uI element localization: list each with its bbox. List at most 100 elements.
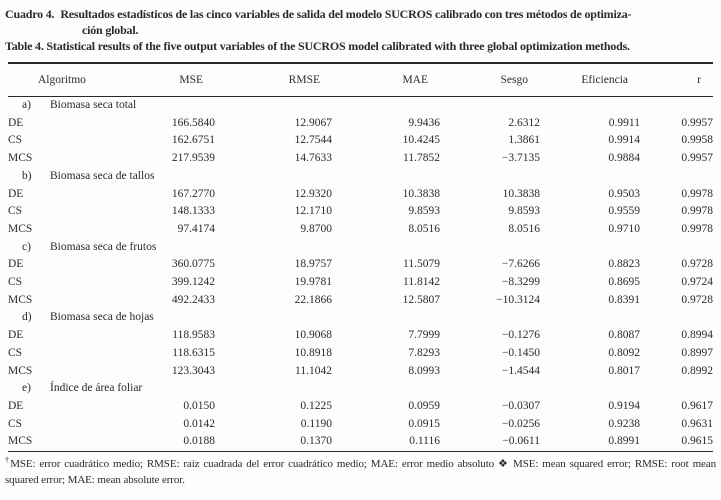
value-cell: 0.9914 (608, 134, 640, 147)
section-label: Biomasa seca de tallos (50, 169, 155, 182)
value-cell: 0.0150 (183, 399, 215, 412)
value-cell: 0.9978 (681, 222, 713, 235)
value-cell: 399.1242 (171, 276, 215, 289)
value-cell: 217.9539 (171, 152, 215, 165)
section-heading: b) Biomasa seca de tallos (8, 168, 713, 186)
value-cell: 12.7544 (294, 134, 332, 147)
value-cell: 162.6751 (171, 134, 215, 147)
algorithm-cell: CS (8, 276, 23, 289)
section-heading: d) Biomasa seca de hojas (8, 309, 713, 327)
value-cell: 18.9757 (294, 258, 332, 271)
data-row-c-de: DE 360.0775 18.9757 11.5079 −7.6266 0.8823 0.9… (8, 256, 713, 274)
value-cell: 0.0142 (183, 417, 215, 430)
value-cell: 11.8142 (403, 276, 440, 289)
value-cell: −8.3299 (501, 276, 540, 289)
section-key: a) (22, 99, 31, 111)
data-row-c-cs: CS 399.1242 19.9781 11.8142 −8.3299 0.8695 0.9… (8, 274, 713, 292)
value-cell: 0.9911 (608, 116, 640, 129)
value-cell: 9.8593 (408, 205, 440, 218)
data-row-b-de: DE 167.2770 12.9320 10.3838 10.3838 0.9503 0.9… (8, 186, 713, 204)
value-cell: −7.6266 (501, 258, 540, 271)
algorithm-cell: MCS (8, 152, 33, 165)
value-cell: 0.9728 (681, 258, 713, 271)
value-cell: 148.1333 (171, 205, 215, 218)
value-cell: 97.4174 (177, 222, 215, 235)
value-cell: 0.9710 (608, 222, 640, 235)
header-row: Algoritmo MSE RMSE MAE Sesgo Eficiencia … (8, 63, 713, 97)
col-header-algoritmo: Algoritmo (8, 63, 113, 97)
value-cell: 0.9615 (681, 435, 713, 448)
value-cell: 0.8994 (681, 329, 713, 342)
value-cell: 0.9631 (681, 417, 713, 430)
value-cell: 0.8092 (608, 346, 640, 359)
value-cell: 0.1116 (409, 435, 440, 448)
value-cell: 12.5807 (402, 293, 440, 306)
value-cell: −0.1450 (501, 346, 540, 359)
caption-english: Table 4. Statistical results of the five… (5, 39, 630, 53)
value-cell: 10.4245 (402, 134, 440, 147)
value-cell: 492.2433 (171, 293, 215, 306)
data-row-a-de: DE 166.5840 12.9067 9.9436 2.6312 0.9911 0.995… (8, 115, 713, 133)
section-key: b) (22, 169, 32, 182)
value-cell: 8.0993 (408, 364, 440, 377)
value-cell: 10.3838 (502, 187, 540, 200)
algorithm-cell: DE (8, 116, 24, 129)
value-cell: 10.3838 (402, 187, 440, 200)
data-row-e-de: DE 0.0150 0.1225 0.0959 −0.0307 0.9194 0.9617 (8, 398, 713, 416)
value-cell: 9.9436 (408, 116, 440, 129)
value-cell: 0.9957 (681, 152, 713, 165)
value-cell: −0.0611 (502, 435, 540, 448)
value-cell: 11.7852 (403, 152, 440, 165)
value-cell: 0.8823 (608, 258, 640, 271)
section-heading: e) Índice de área foliar (8, 380, 713, 398)
value-cell: 0.1190 (300, 417, 332, 430)
data-row-a-mcs: MCS 217.9539 14.7633 11.7852 −3.7135 0.9884 0.… (8, 150, 713, 168)
algorithm-cell: MCS (8, 293, 33, 306)
value-cell: 12.1710 (294, 205, 332, 218)
col-header-mse: MSE (113, 63, 215, 97)
value-cell: 12.9067 (294, 116, 332, 129)
col-header-sesgo: Sesgo (440, 63, 540, 97)
value-cell: 0.9958 (681, 134, 713, 147)
section-row-e: e) Índice de área foliar (8, 380, 713, 398)
value-cell: −0.0256 (501, 417, 540, 430)
value-cell: 0.8992 (681, 364, 713, 377)
value-cell: 0.9728 (681, 293, 713, 306)
value-cell: 14.7633 (294, 152, 332, 165)
algorithm-cell: DE (8, 399, 24, 412)
data-row-b-cs: CS 148.1333 12.1710 9.8593 9.8593 0.9559 0.997… (8, 203, 713, 221)
value-cell: 0.8695 (608, 276, 640, 289)
section-label: Índice de área foliar (50, 382, 143, 395)
section-key: d) (22, 311, 32, 324)
value-cell: 9.8593 (508, 205, 540, 218)
value-cell: 0.0188 (183, 435, 215, 448)
value-cell: 0.9238 (608, 417, 640, 430)
data-row-b-mcs: MCS 97.4174 9.8700 8.0516 8.0516 0.9710 0.9978 (8, 221, 713, 239)
section-heading: c) Biomasa seca de frutos (8, 239, 713, 257)
value-cell: 0.9884 (608, 152, 640, 165)
value-cell: 12.9320 (294, 187, 332, 200)
algorithm-cell: DE (8, 329, 24, 342)
value-cell: 11.5079 (403, 258, 440, 271)
value-cell: 0.8997 (681, 346, 713, 359)
value-cell: −3.7135 (501, 152, 540, 165)
value-cell: 8.0516 (408, 222, 440, 235)
value-cell: 166.5840 (171, 116, 215, 129)
col-header-rmse: RMSE (215, 63, 332, 97)
value-cell: −0.1276 (501, 329, 540, 342)
value-cell: 22.1866 (294, 293, 332, 306)
section-key: e) (22, 382, 31, 395)
value-cell: 123.3043 (171, 364, 215, 377)
section-row-d: d) Biomasa seca de hojas (8, 309, 713, 327)
algorithm-cell: DE (8, 258, 24, 271)
section-row-b: b) Biomasa seca de tallos (8, 168, 713, 186)
value-cell: 0.9194 (608, 399, 640, 412)
algorithm-cell: CS (8, 205, 23, 218)
caption-spanish-label: Cuadro 4. (5, 7, 55, 21)
algorithm-cell: DE (8, 187, 24, 200)
algorithm-cell: CS (8, 417, 23, 430)
value-cell: −0.0307 (501, 399, 540, 412)
data-row-d-mcs: MCS 123.3043 11.1042 8.0993 −1.4544 0.8017 0.8… (8, 363, 713, 381)
col-header-mae: MAE (332, 63, 440, 97)
